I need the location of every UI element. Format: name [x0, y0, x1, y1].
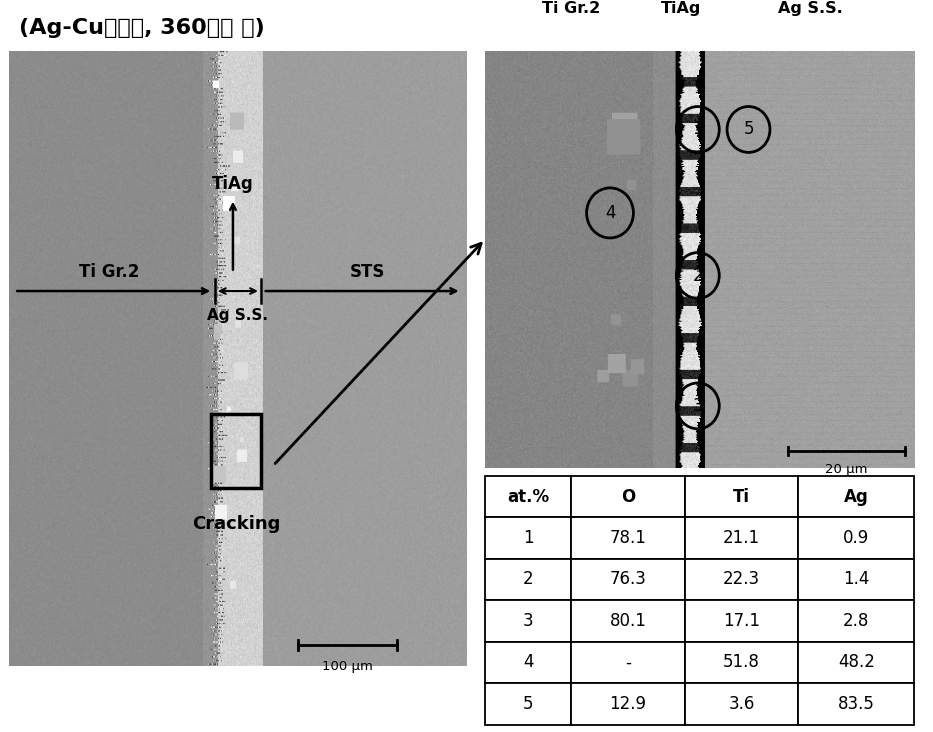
- Text: Ag: Ag: [844, 488, 869, 506]
- Text: STS: STS: [350, 264, 384, 281]
- Bar: [571, 683, 685, 725]
- Text: 5: 5: [744, 121, 754, 138]
- Text: Ti: Ti: [733, 488, 750, 506]
- Bar: [799, 600, 914, 642]
- Text: 4: 4: [522, 654, 534, 671]
- Bar: [571, 518, 685, 559]
- Text: O: O: [620, 488, 635, 506]
- Bar: [685, 642, 799, 683]
- Bar: [485, 559, 571, 600]
- Bar: [485, 642, 571, 683]
- Text: 17.1: 17.1: [723, 612, 760, 630]
- Text: 2: 2: [692, 266, 703, 285]
- Text: 0.9: 0.9: [843, 529, 870, 547]
- Text: 21.1: 21.1: [723, 529, 760, 547]
- Text: at.%: at.%: [507, 488, 550, 506]
- Text: 20 μm: 20 μm: [825, 463, 868, 477]
- Bar: [571, 559, 685, 600]
- Bar: [685, 518, 799, 559]
- Bar: [799, 559, 914, 600]
- Bar: [685, 600, 799, 642]
- Bar: [685, 476, 799, 518]
- Text: Ti Gr.2: Ti Gr.2: [78, 264, 139, 281]
- Text: 4: 4: [605, 204, 615, 222]
- Bar: [799, 642, 914, 683]
- Text: 48.2: 48.2: [838, 654, 875, 671]
- Text: TiAg: TiAg: [212, 175, 254, 193]
- Text: 3: 3: [522, 612, 534, 630]
- Bar: [685, 683, 799, 725]
- Bar: [799, 518, 914, 559]
- Bar: [485, 600, 571, 642]
- Text: Cracking: Cracking: [192, 515, 280, 533]
- Text: (Ag-Cu삽입재, 360시간 후): (Ag-Cu삽입재, 360시간 후): [19, 18, 264, 38]
- Bar: [571, 642, 685, 683]
- Text: 1: 1: [692, 121, 703, 138]
- Text: 2.8: 2.8: [843, 612, 870, 630]
- Bar: [799, 476, 914, 518]
- Bar: [685, 559, 799, 600]
- Text: Ag S.S.: Ag S.S.: [207, 308, 269, 324]
- Text: 1: 1: [522, 529, 534, 547]
- Text: 51.8: 51.8: [723, 654, 760, 671]
- Text: 3.6: 3.6: [729, 695, 755, 713]
- Text: 78.1: 78.1: [609, 529, 647, 547]
- Bar: [485, 476, 571, 518]
- Text: 2: 2: [522, 570, 534, 589]
- Text: 3: 3: [692, 397, 703, 415]
- Bar: [571, 476, 685, 518]
- Text: 100 μm: 100 μm: [322, 660, 372, 673]
- Text: 5: 5: [522, 695, 534, 713]
- Bar: [485, 518, 571, 559]
- Bar: [799, 683, 914, 725]
- Text: 22.3: 22.3: [723, 570, 760, 589]
- Bar: [211, 414, 261, 488]
- Text: 1.4: 1.4: [843, 570, 870, 589]
- Text: 12.9: 12.9: [609, 695, 647, 713]
- Text: -: -: [625, 654, 631, 671]
- Text: Ti Gr.2: Ti Gr.2: [542, 1, 600, 16]
- Text: 80.1: 80.1: [609, 612, 647, 630]
- Bar: [485, 683, 571, 725]
- Text: 76.3: 76.3: [609, 570, 647, 589]
- Text: TiAg: TiAg: [661, 1, 702, 16]
- Text: 83.5: 83.5: [838, 695, 875, 713]
- Text: Ag S.S.: Ag S.S.: [777, 1, 842, 16]
- Bar: [571, 600, 685, 642]
